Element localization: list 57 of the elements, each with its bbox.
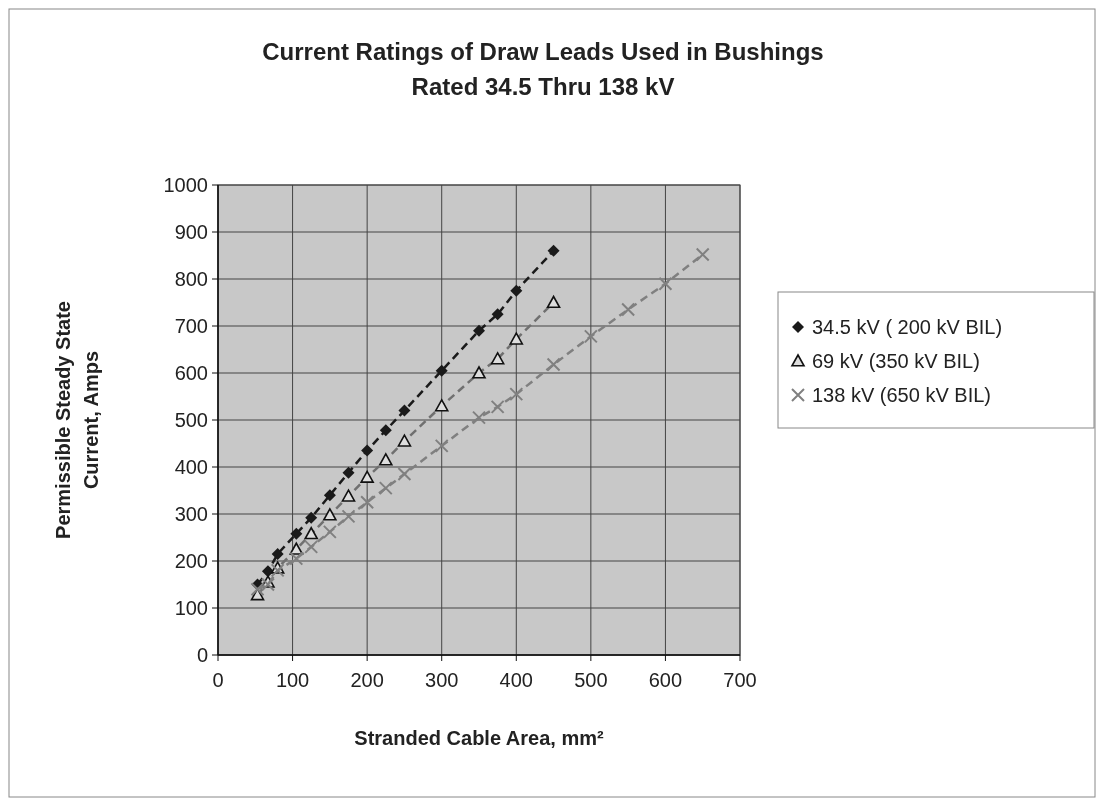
point — [510, 284, 523, 297]
point — [546, 357, 561, 372]
point — [695, 247, 710, 262]
point — [397, 467, 412, 482]
point — [342, 466, 355, 479]
y-tick-label: 100 — [174, 597, 208, 619]
y-tick-label: 1000 — [163, 174, 208, 196]
legend-label: 34.5 kV ( 200 kV BIL) — [812, 316, 1003, 338]
legend-label: 69 kV (350 kV BIL) — [812, 350, 980, 372]
legend-label: 138 kV (650 kV BIL) — [812, 384, 991, 406]
point — [323, 489, 336, 502]
point — [435, 364, 448, 377]
point — [378, 481, 393, 496]
x-tick-label: 500 — [574, 669, 608, 691]
x-tick-label: 100 — [275, 669, 310, 691]
point — [250, 582, 265, 597]
point — [305, 511, 318, 524]
x-axis-title: Stranded Cable Area, mm² — [354, 727, 604, 749]
point — [361, 444, 374, 457]
y-tick-label: 600 — [174, 362, 208, 384]
y-axis-title: Permissible Steady State Current, Amps — [52, 301, 102, 539]
x-tick-label: 200 — [350, 669, 384, 691]
point — [270, 563, 285, 578]
point — [434, 438, 449, 453]
point — [621, 302, 636, 317]
y-tick-label: 300 — [174, 503, 208, 525]
x-tick-label: 700 — [723, 669, 757, 691]
point — [658, 276, 673, 291]
y-tick-label: 900 — [174, 221, 208, 243]
chart-title: Current Ratings of Draw Leads Used in Bushings Rated 34.5 Thru 138 kV — [262, 38, 824, 100]
x-tick-label: 400 — [499, 669, 533, 691]
y-tick-label: 500 — [174, 409, 208, 431]
point — [304, 539, 319, 554]
point — [260, 577, 275, 592]
point — [290, 527, 303, 540]
point — [547, 244, 560, 257]
point — [583, 329, 598, 344]
point — [473, 324, 485, 337]
x-tick-label: 0 — [212, 669, 224, 691]
point — [509, 387, 524, 402]
point — [360, 495, 375, 510]
y-tick-label: 800 — [174, 268, 208, 290]
point — [490, 399, 505, 414]
point — [472, 410, 486, 425]
point — [341, 509, 356, 524]
point — [322, 524, 337, 539]
y-tick-label: 200 — [174, 550, 208, 572]
x-tick-label: 600 — [648, 669, 683, 691]
point — [398, 404, 411, 417]
point — [491, 308, 504, 321]
y-tick-label: 0 — [196, 644, 208, 666]
y-tick-label: 700 — [174, 315, 208, 337]
point — [271, 547, 284, 560]
point — [289, 551, 304, 566]
point — [379, 424, 392, 437]
x-tick-label: 300 — [425, 669, 459, 691]
y-tick-label: 400 — [174, 456, 208, 478]
